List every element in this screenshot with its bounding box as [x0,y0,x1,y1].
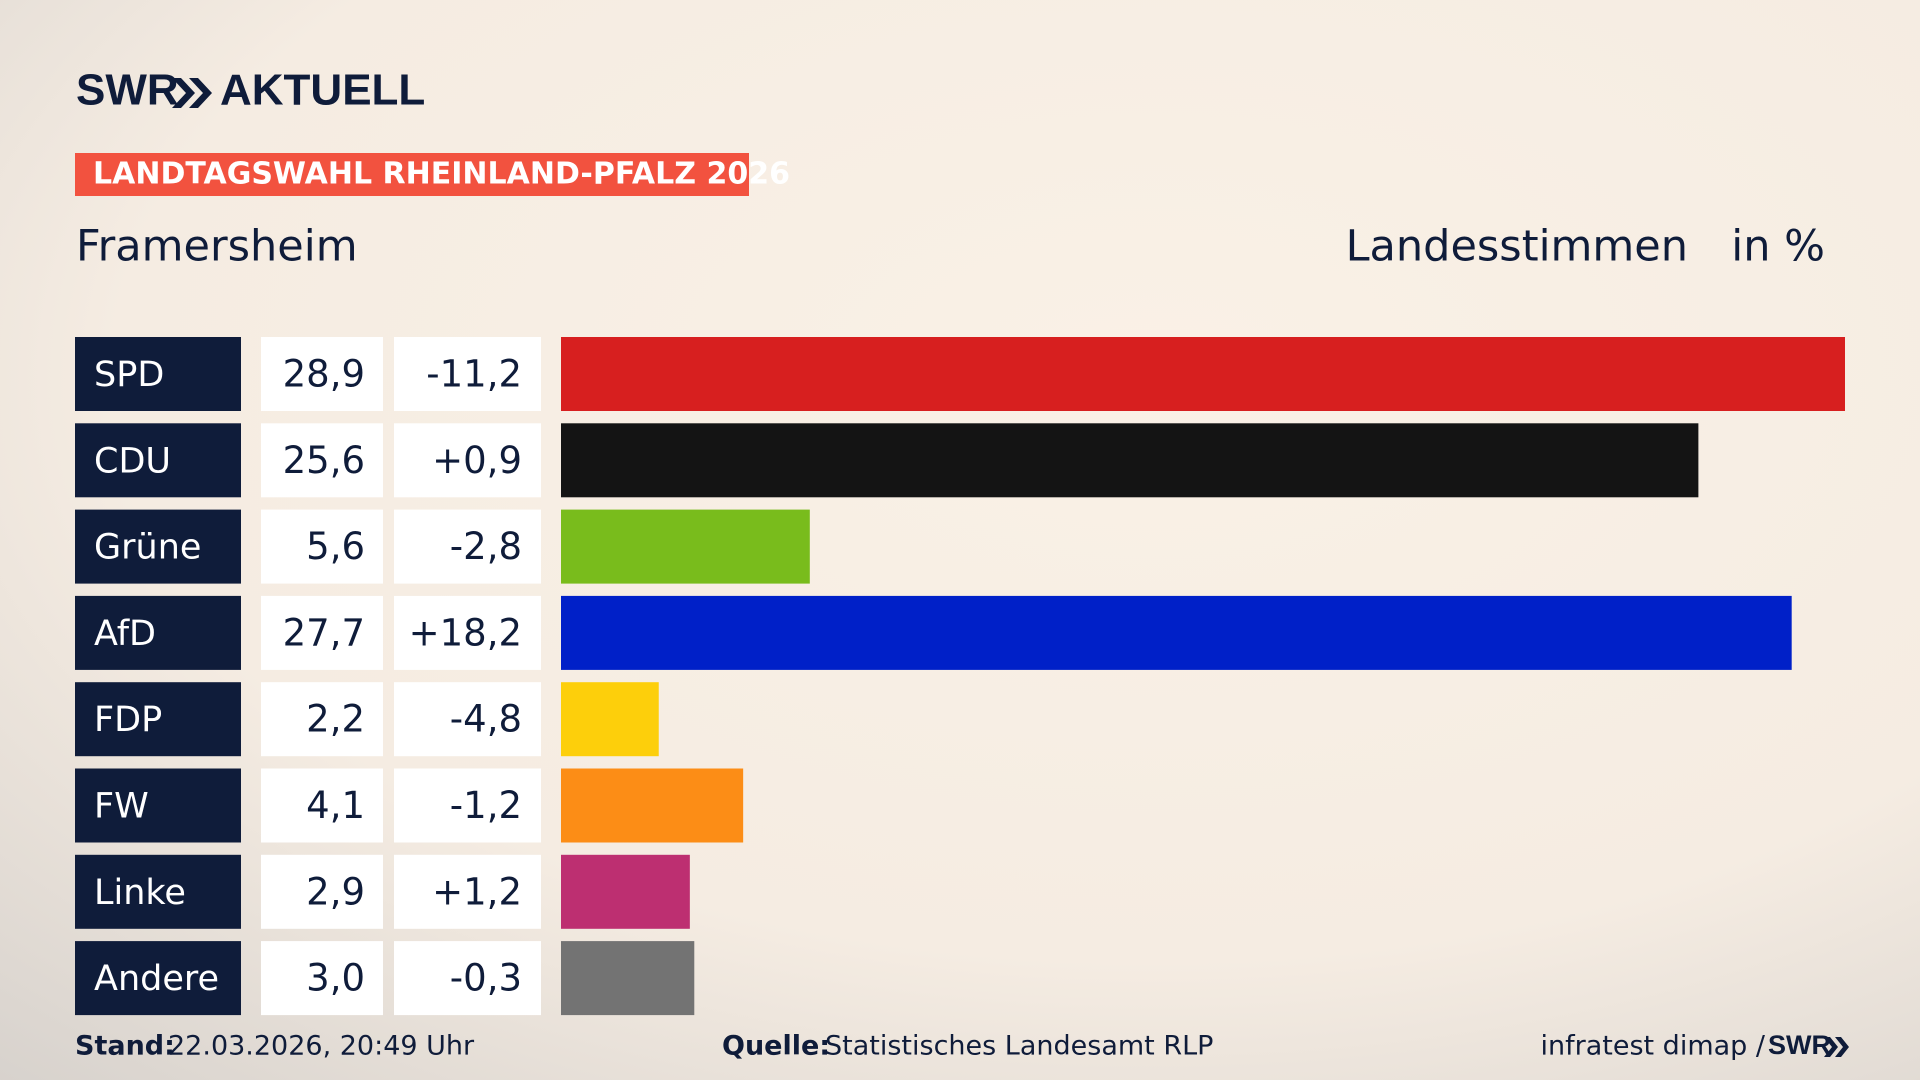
value-label: 4,1 [306,784,365,827]
change-label: -11,2 [426,353,522,396]
change-label: -4,8 [450,698,522,741]
bar [561,423,1699,498]
value-box [261,337,383,411]
bar [561,768,744,843]
change-label: -2,8 [450,525,522,568]
stand: 22.03.2026, 20:49 Uhr [168,1031,475,1062]
bar [561,595,1792,670]
party-box [75,768,241,843]
chart-title: LANDTAGSWAHL RHEINLAND-PFALZ 2026 [93,157,790,192]
title-banner [75,153,749,196]
change-box [394,509,541,584]
change-label: -1,2 [450,784,522,827]
party-name: Grüne [94,528,201,568]
change-box [394,682,541,757]
source-label: Quelle: [722,1031,830,1062]
value-box [261,768,383,843]
value-label: 2,9 [306,870,365,913]
value-label: 28,9 [283,353,365,396]
party-name: Linke [94,873,186,913]
footer: Stand: 22.03.2026, 20:49 Uhr Quelle: Sta… [75,1030,1849,1062]
credit-logo: SWR [1768,1030,1831,1060]
change-box [394,337,541,411]
value-label: Landesstimmen [1346,222,1688,272]
bar [561,854,690,929]
value-box [261,682,383,757]
party-box [75,337,241,411]
bar [561,509,810,584]
value-box [261,854,383,929]
party-box [75,941,241,1016]
change-label: -0,3 [450,957,522,1000]
value-box [261,595,383,670]
party-name: CDU [94,441,171,481]
logo-chevrons [172,78,212,108]
value-box [261,941,383,1016]
value-label: 5,6 [306,525,365,568]
logo: SWR [76,66,179,115]
stand-label: Stand: [75,1031,175,1062]
party-name: FDP [94,700,162,740]
party-name: FW [94,787,149,827]
change-box [394,941,541,1016]
party-name: SPD [94,355,164,395]
party-box [75,423,241,498]
brand: AKTUELL [220,66,425,115]
party-name: AfD [94,614,156,654]
change-box [394,768,541,843]
party-name: Andere [94,959,219,999]
party-box [75,509,241,584]
value-box [261,509,383,584]
unit: in % [1731,222,1825,272]
change-label: +18,2 [409,611,522,654]
change-box [394,854,541,929]
party-box [75,854,241,929]
change-box [394,595,541,670]
bar [561,941,695,1016]
party-box [75,595,241,670]
credit-chevrons [1824,1037,1849,1057]
change-box [394,423,541,498]
change-label: +0,9 [432,439,522,482]
party-box [75,682,241,757]
bar [561,682,659,757]
value-label: 27,7 [283,611,365,654]
source: Statistisches Landesamt RLP [825,1031,1213,1062]
credit: infratest dimap / [1540,1031,1765,1062]
value-box [261,423,383,498]
value-label: 2,2 [306,698,365,741]
value-label: 25,6 [283,439,365,482]
change-label: +1,2 [432,870,522,913]
value-label: 3,0 [306,957,365,1000]
bar [561,337,1845,411]
subtitle: Framersheim [76,222,358,272]
